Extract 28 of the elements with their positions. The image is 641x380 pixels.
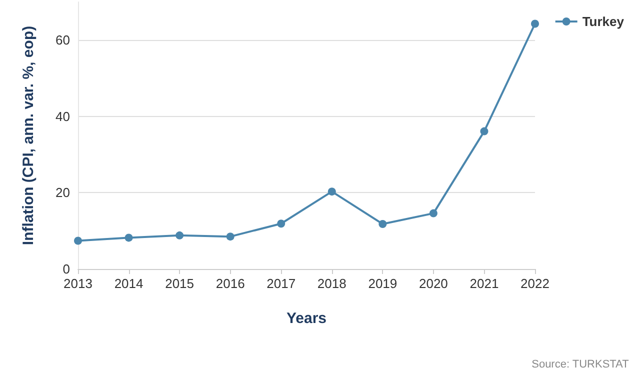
x-axis-title: Years: [286, 310, 327, 327]
x-tick-label: 2021: [470, 276, 499, 291]
y-tick-label: 40: [56, 108, 70, 124]
x-tick-label: 2017: [266, 276, 296, 291]
point: [531, 20, 539, 28]
y-axis-title: Inflation (CPI, ann. var. %, eop): [20, 26, 37, 246]
x-tick-label: 2022: [520, 276, 550, 291]
point: [124, 234, 133, 242]
point: [277, 220, 286, 228]
legend-label: Turkey: [582, 14, 625, 29]
y-tick-label: 20: [56, 185, 70, 200]
x-tick-label: 2016: [216, 276, 245, 291]
x-tick-label: 2019: [368, 276, 398, 291]
y-tick-label: 0: [62, 262, 70, 276]
x-tick-label: 2015: [165, 276, 194, 291]
point: [378, 220, 387, 228]
point: [429, 209, 438, 218]
source-note: Source: TURKSTAT: [532, 358, 630, 370]
point: [480, 127, 488, 136]
point: [176, 231, 184, 240]
x-tick-label: 2018: [317, 276, 346, 291]
point: [74, 236, 82, 245]
point: [328, 188, 336, 196]
x-tick-label: 2014: [114, 276, 144, 291]
x-tick-label: 2013: [64, 276, 92, 291]
x-tick-label: 2020: [418, 276, 448, 291]
y-tick-label: 60: [56, 32, 70, 48]
point: [226, 232, 234, 241]
